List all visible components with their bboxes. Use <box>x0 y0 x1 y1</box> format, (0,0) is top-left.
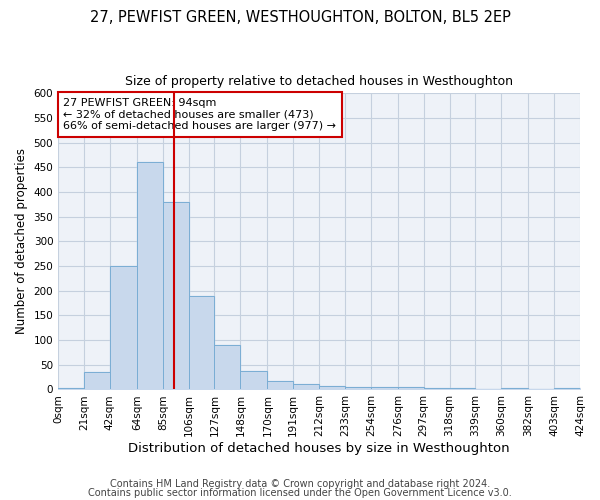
Text: 27 PEWFIST GREEN: 94sqm
← 32% of detached houses are smaller (473)
66% of semi-d: 27 PEWFIST GREEN: 94sqm ← 32% of detache… <box>64 98 337 131</box>
Text: Contains HM Land Registry data © Crown copyright and database right 2024.: Contains HM Land Registry data © Crown c… <box>110 479 490 489</box>
Text: Contains public sector information licensed under the Open Government Licence v3: Contains public sector information licen… <box>88 488 512 498</box>
Text: 27, PEWFIST GREEN, WESTHOUGHTON, BOLTON, BL5 2EP: 27, PEWFIST GREEN, WESTHOUGHTON, BOLTON,… <box>89 10 511 25</box>
Title: Size of property relative to detached houses in Westhoughton: Size of property relative to detached ho… <box>125 75 513 88</box>
Y-axis label: Number of detached properties: Number of detached properties <box>15 148 28 334</box>
X-axis label: Distribution of detached houses by size in Westhoughton: Distribution of detached houses by size … <box>128 442 510 455</box>
